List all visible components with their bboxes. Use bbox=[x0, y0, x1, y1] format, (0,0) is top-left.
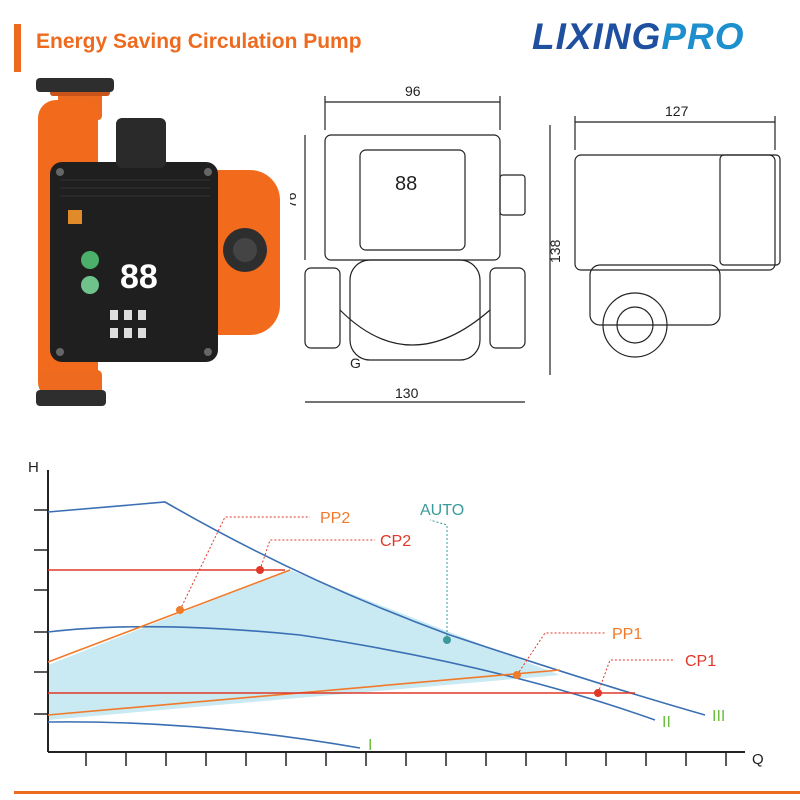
drawing-display-digits: 88 bbox=[395, 173, 417, 195]
curve-II bbox=[47, 625, 656, 721]
brand-logo: LIXINGPRO bbox=[532, 16, 745, 58]
curve-I bbox=[47, 721, 361, 749]
logo-text-part1: LIXING bbox=[532, 16, 662, 57]
pump-display-digits: 88 bbox=[120, 258, 158, 296]
title-accent-bar bbox=[14, 24, 21, 72]
point-CP2 bbox=[256, 566, 264, 574]
pump-control-box bbox=[50, 162, 218, 362]
technical-drawing: 96 76 130 138 127 G 88 bbox=[290, 83, 781, 403]
line-PP2 bbox=[47, 569, 291, 663]
pump-photo: 88 bbox=[36, 78, 280, 406]
label-CP2: CP2 bbox=[380, 533, 411, 550]
drawing-front-body bbox=[324, 134, 501, 261]
point-AUTO bbox=[443, 636, 451, 644]
label-PP1: PP1 bbox=[612, 626, 642, 643]
logo-text-part2: PRO bbox=[661, 16, 745, 57]
pump-button-green-2 bbox=[81, 276, 99, 294]
axis-label-H: H bbox=[28, 459, 39, 476]
pump-button-green bbox=[81, 251, 99, 269]
point-PP1 bbox=[513, 671, 521, 679]
page-title: Energy Saving Circulation Pump bbox=[36, 30, 362, 53]
auto-region bbox=[48, 570, 560, 720]
label-PP2: PP2 bbox=[320, 510, 350, 527]
dim-height-left: 76 bbox=[290, 192, 299, 208]
pump-cable-gland bbox=[116, 118, 166, 168]
thread-label: G bbox=[350, 355, 361, 371]
point-CP1 bbox=[594, 689, 602, 697]
label-CP1: CP1 bbox=[685, 653, 716, 670]
dim-width-bottom: 130 bbox=[395, 385, 419, 401]
label-II: II bbox=[662, 714, 671, 731]
label-III: III bbox=[712, 708, 725, 725]
label-AUTO: AUTO bbox=[420, 502, 464, 519]
performance-chart: H Q PP2 CP2 AUTO PP1 CP1 III II I bbox=[28, 459, 764, 768]
dim-side-width: 127 bbox=[665, 103, 689, 119]
dim-width-top: 96 bbox=[405, 83, 421, 99]
drawing-side-body bbox=[574, 154, 776, 271]
dim-height-right: 138 bbox=[547, 239, 563, 263]
bottom-accent-line bbox=[14, 791, 800, 794]
point-PP2 bbox=[176, 606, 184, 614]
label-I: I bbox=[368, 737, 372, 754]
axis-label-Q: Q bbox=[752, 751, 764, 768]
